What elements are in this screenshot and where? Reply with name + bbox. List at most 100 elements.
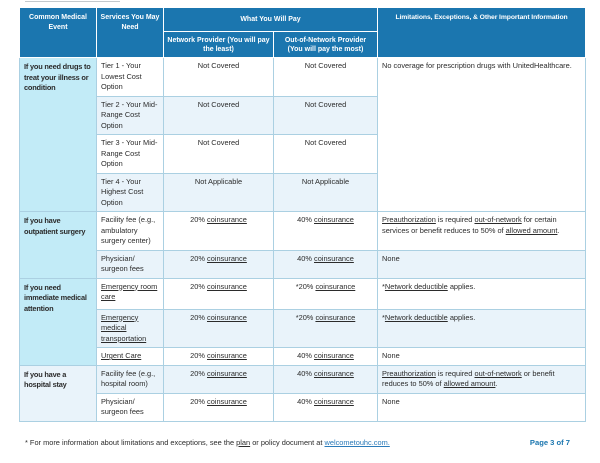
text-segment: Tier 4 - Your Highest Cost Option — [101, 176, 144, 207]
glossary-term-link[interactable]: Emergency room care — [101, 281, 158, 302]
glossary-term-link[interactable]: coinsurance — [207, 368, 247, 378]
glossary-term-link[interactable]: coinsurance — [207, 312, 247, 322]
table-row: If you need immediate medical attention … — [19, 277, 587, 366]
hyperlink[interactable]: welcometouhc.com. — [324, 438, 390, 447]
glossary-term-link[interactable]: coinsurance — [207, 253, 247, 263]
glossary-term-link[interactable]: coinsurance — [314, 396, 354, 406]
text-segment: 20% — [190, 281, 207, 291]
text-segment: Not Applicable — [194, 176, 243, 186]
oon-cost-cell: 40% coinsurance — [272, 249, 379, 279]
service-cell: Tier 4 - Your Highest Cost Option — [96, 172, 164, 212]
glossary-term-link[interactable]: plan — [236, 438, 251, 447]
limitations-cell: Preauthorization is required out-of-netw… — [377, 364, 587, 394]
col-header-limitations: Limitations, Exceptions, & Other Importa… — [377, 7, 587, 58]
page-number: Page 3 of 7 — [529, 438, 570, 447]
table-row: If you need drugs to treat your illness … — [19, 57, 587, 212]
table-row: Tier 4 - Your Highest Cost Option Not Ap… — [20, 172, 586, 212]
text-segment: 40% — [297, 253, 314, 263]
text-segment: 40% — [297, 215, 314, 224]
service-cell: Tier 2 - Your Mid-Range Cost Option — [96, 95, 164, 135]
network-cost-cell: Not Covered — [163, 95, 274, 135]
service-cell: Urgent Care — [96, 347, 164, 366]
glossary-term-link[interactable]: Preauthorization — [382, 215, 436, 224]
oon-cost-cell: Not Applicable — [272, 172, 379, 212]
col-header-what-you-will-pay: What You Will Pay — [162, 7, 379, 32]
limitations-cell: *Network deductible applies. — [377, 308, 587, 348]
text-segment: No coverage for prescription drugs with … — [382, 61, 572, 70]
text-segment: *20% — [295, 312, 316, 322]
text-segment: None — [382, 396, 400, 406]
text-segment: Not Covered — [197, 138, 240, 147]
glossary-term-link[interactable]: coinsurance — [207, 215, 247, 224]
benefits-table: Common Medical Event Services You May Ne… — [19, 7, 587, 422]
service-cell: Tier 3 - Your Mid-Range Cost Option — [96, 134, 164, 174]
oon-cost-cell: 40% coinsurance — [272, 392, 379, 422]
text-segment: 20% — [190, 253, 207, 263]
network-cost-cell: 20% coinsurance — [163, 211, 274, 251]
oon-cost-cell: Not Covered — [272, 57, 379, 97]
text-segment: None — [382, 351, 400, 360]
table-row: Physician/ surgeon fees 20% coinsurance … — [20, 249, 587, 279]
text-segment: Facility fee (e.g., ambulatory surgery c… — [101, 215, 156, 245]
limitations-cell: None — [377, 392, 587, 422]
network-cost-cell: 20% coinsurance — [163, 249, 274, 279]
text-segment: 20% — [190, 396, 207, 406]
glossary-term-link[interactable]: coinsurance — [207, 281, 247, 291]
text-segment: 40% — [297, 351, 314, 360]
oon-cost-cell: 40% coinsurance — [272, 347, 379, 366]
glossary-term-link[interactable]: coinsurance — [314, 351, 354, 360]
text-segment: Not Applicable — [301, 176, 350, 186]
glossary-term-link[interactable]: allowed amount — [505, 225, 558, 235]
table-row: Tier 3 - Your Mid-Range Cost Option Not … — [20, 134, 586, 174]
text-segment: or benefit reduces to 50% of — [382, 368, 555, 389]
service-cell: Facility fee (e.g., hospital room) — [96, 364, 164, 394]
glossary-term-link[interactable]: out-of-network — [474, 215, 522, 224]
event-cell: If you have outpatient surgery — [19, 211, 97, 279]
network-cost-cell: 20% coinsurance — [163, 347, 274, 366]
text-segment: 20% — [190, 351, 207, 360]
limitations-cell: No coverage for prescription drugs with … — [377, 57, 587, 212]
glossary-term-link[interactable]: coinsurance — [314, 215, 354, 224]
glossary-term-link[interactable]: allowed amount — [443, 379, 496, 388]
glossary-term-link[interactable]: coinsurance — [207, 351, 247, 360]
text-segment: * — [382, 312, 385, 322]
glossary-term-link[interactable]: Network deductible — [384, 281, 448, 291]
glossary-term-link[interactable]: coinsurance — [314, 253, 354, 263]
footer-note: * For more information about limitations… — [25, 438, 390, 448]
oon-cost-cell: *20% coinsurance — [272, 308, 379, 348]
oon-cost-cell: Not Covered — [272, 134, 379, 174]
oon-cost-cell: Not Covered — [272, 95, 379, 135]
service-cell: Tier 1 - Your Lowest Cost Option — [96, 57, 164, 97]
glossary-term-link[interactable]: Preauthorization — [382, 368, 436, 378]
text-segment: 40% — [297, 396, 314, 406]
text-segment: is required — [435, 215, 475, 224]
glossary-term-link[interactable]: coinsurance — [315, 281, 356, 291]
text-segment: Not Covered — [304, 61, 347, 70]
text-segment: Facility fee (e.g., hospital room) — [101, 368, 156, 389]
col-header-services-you-may-need: Services You May Need — [96, 7, 164, 58]
glossary-term-link[interactable]: coinsurance — [314, 368, 354, 378]
service-cell: Emergency room care — [96, 277, 164, 310]
text-segment: * — [382, 281, 385, 291]
oon-cost-cell: 40% coinsurance — [272, 211, 379, 251]
text-segment: * For more information about limitations… — [25, 438, 237, 447]
text-segment: 20% — [190, 368, 207, 378]
glossary-term-link[interactable]: Urgent Care — [101, 351, 142, 360]
text-segment: Not Covered — [197, 99, 240, 109]
network-cost-cell: Not Covered — [163, 57, 274, 97]
text-segment: Tier 1 - Your Lowest Cost Option — [101, 61, 142, 91]
text-segment: is required — [435, 368, 475, 378]
text-segment: . — [557, 225, 560, 235]
glossary-term-link[interactable]: Network deductible — [384, 312, 448, 322]
glossary-term-link[interactable]: coinsurance — [315, 312, 356, 322]
text-segment: applies. — [447, 312, 476, 322]
header-row-main: Common Medical Event Services You May Ne… — [19, 7, 587, 58]
glossary-term-link[interactable]: out-of-network — [474, 368, 522, 378]
page-top-cutoff-line — [25, 1, 120, 2]
glossary-term-link[interactable]: coinsurance — [207, 396, 247, 406]
glossary-term-link[interactable]: Emergency medical transportation — [101, 312, 147, 343]
text-segment: 20% — [190, 215, 207, 224]
event-cell: If you need drugs to treat your illness … — [19, 57, 97, 212]
table-row: Physician/ surgeon fees 20% coinsurance … — [20, 392, 587, 422]
network-cost-cell: 20% coinsurance — [163, 392, 274, 422]
